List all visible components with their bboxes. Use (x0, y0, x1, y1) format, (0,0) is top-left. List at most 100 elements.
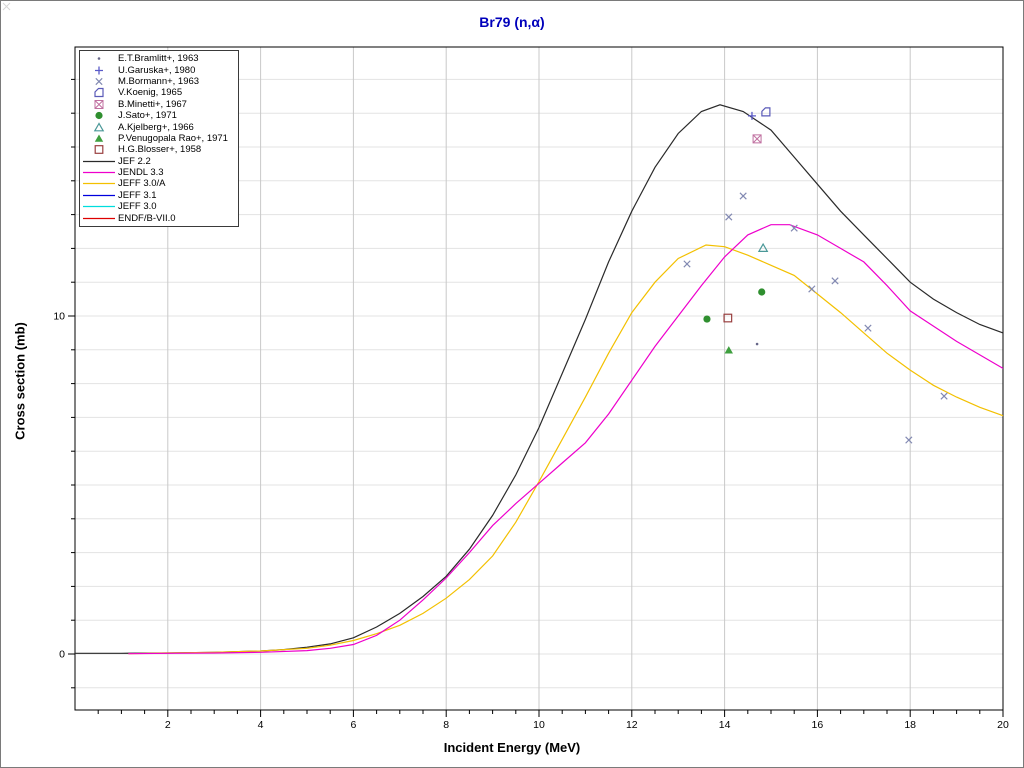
legend-notched-square-icon (80, 87, 118, 98)
marker-m-bormann-1963 (725, 213, 733, 221)
series-line-jef-2-2 (75, 104, 1004, 654)
marker-m-bormann-1963 (683, 260, 691, 268)
x-tick-label: 2 (165, 719, 171, 731)
y-tick-label: 10 (53, 311, 65, 323)
legend-swatch-glyph (83, 160, 115, 162)
legend-item: U.Garuska+, 1980 (80, 64, 238, 76)
legend-swatch-glyph (83, 194, 115, 197)
legend-item: V.Koenig, 1965 (80, 87, 238, 98)
legend-item: E.T.Bramlitt+, 1963 (80, 53, 238, 64)
marker-m-bormann-1963 (739, 192, 747, 200)
legend-label: J.Sato+, 1971 (118, 110, 177, 122)
x-tick-label: 6 (350, 719, 356, 731)
marker-p-venugopala-rao-1971 (724, 346, 733, 354)
legend-filled-triangle-icon (80, 133, 118, 144)
legend-label: JEF 2.2 (118, 155, 151, 167)
legend-label: V.Koenig, 1965 (118, 87, 183, 99)
legend-label: U.Garuska+, 1980 (118, 64, 196, 76)
legend-line-swatch (80, 167, 118, 178)
legend-line-swatch (80, 190, 118, 201)
legend-dot-icon (80, 53, 118, 64)
x-tick-label: 18 (904, 719, 916, 731)
legend-box: E.T.Bramlitt+, 1963 U.Garuska+, 1980 M.Bor… (79, 50, 239, 227)
marker-j-sato-1971 (758, 288, 766, 296)
legend-swatch-glyph (97, 57, 101, 60)
legend-item: B.Minetti+, 1967 (80, 99, 238, 110)
series-line-jendl-3-3 (128, 224, 1004, 655)
marker-a-kjelberg-1966 (757, 242, 769, 252)
legend-marker (93, 121, 105, 131)
legend-item: JEF 2.2 (80, 156, 238, 167)
legend-swatch-glyph (95, 66, 103, 75)
marker-m-bormann-1963 (864, 324, 872, 332)
legend-item: H.G.Blosser+, 1958 (80, 144, 238, 155)
legend-item: JEFF 3.0/A (80, 178, 238, 189)
legend-item: ENDF/B-VII.0 (80, 212, 238, 224)
legend-label: JEFF 3.0/A (118, 178, 166, 190)
legend-marker (97, 57, 101, 60)
legend-line-swatch (80, 213, 118, 224)
legend-label: ENDF/B-VII.0 (118, 212, 176, 224)
x-tick-label: 4 (258, 719, 264, 731)
chart-title: Br79 (n,α) (479, 14, 545, 30)
legend-line-swatch (80, 201, 118, 212)
legend-label: JENDL 3.3 (118, 167, 164, 179)
legend-marker (95, 112, 103, 120)
legend-marker (94, 134, 104, 142)
marker-v-koenig-1965 (761, 107, 771, 117)
y-axis-title: Cross section (mb) (12, 322, 28, 440)
legend-open-square-icon (80, 144, 118, 155)
legend-marker (94, 99, 104, 109)
legend-item: P.Venugopala Rao+, 1971 (80, 133, 238, 144)
y-tick-label: 0 (59, 649, 65, 661)
legend-item: J.Sato+, 1971 (80, 110, 238, 121)
legend-swatch-glyph (83, 183, 115, 185)
legend-label: A.Kjelberg+, 1966 (118, 121, 194, 133)
legend-swatch-glyph (93, 121, 105, 131)
legend-line-swatch (80, 178, 118, 189)
legend-swatch-glyph (95, 77, 103, 86)
marker-m-bormann-1963 (790, 224, 798, 232)
legend-crossed-square-icon (80, 99, 118, 110)
x-tick-label: 8 (443, 719, 449, 731)
legend-label: M.Bormann+, 1963 (118, 75, 200, 87)
marker-m-bormann-1963 (905, 436, 913, 444)
marker-e-t-bramlitt-1963 (755, 342, 759, 346)
legend-swatch-glyph (94, 134, 104, 142)
x-tick-label: 12 (626, 719, 638, 731)
legend-cross-icon (80, 76, 118, 87)
legend-label: H.G.Blosser+, 1958 (118, 144, 202, 156)
legend-plus-icon (80, 65, 118, 76)
x-axis-title: Incident Energy (MeV) (443, 740, 581, 755)
legend-swatch-glyph (83, 217, 115, 219)
legend-label: P.Venugopala Rao+, 1971 (118, 132, 228, 144)
marker-u-garuska-1980 (747, 111, 756, 120)
legend-marker (95, 66, 103, 75)
legend-swatch-glyph (83, 206, 115, 208)
legend-label: JEFF 3.1 (118, 189, 157, 201)
legend-swatch-glyph (94, 88, 104, 98)
marker-h-g-blosser-1958 (723, 313, 733, 323)
marker-b-minetti-1967 (752, 134, 762, 144)
marker-j-sato-1971 (703, 315, 711, 323)
resize-grip-icon (2, 2, 11, 11)
legend-item: JEFF 3.0 (80, 201, 238, 212)
legend-marker (94, 145, 104, 155)
x-tick-label: 14 (719, 719, 731, 731)
legend-open-triangle-icon (80, 121, 118, 133)
marker-m-bormann-1963 (940, 392, 948, 400)
legend-item: JENDL 3.3 (80, 167, 238, 178)
legend-swatch-glyph (95, 112, 103, 120)
legend-swatch-glyph (83, 171, 115, 174)
marker-m-bormann-1963 (808, 285, 816, 293)
series-line-jeff-3-0-a (128, 244, 1004, 655)
legend-label: E.T.Bramlitt+, 1963 (118, 53, 199, 65)
x-tick-label: 20 (997, 719, 1009, 731)
legend-swatch-glyph (94, 99, 104, 109)
legend-item: JEFF 3.1 (80, 190, 238, 201)
legend-filled-circle-icon (80, 110, 118, 121)
marker-m-bormann-1963 (831, 277, 839, 285)
x-tick-label: 10 (533, 719, 545, 731)
